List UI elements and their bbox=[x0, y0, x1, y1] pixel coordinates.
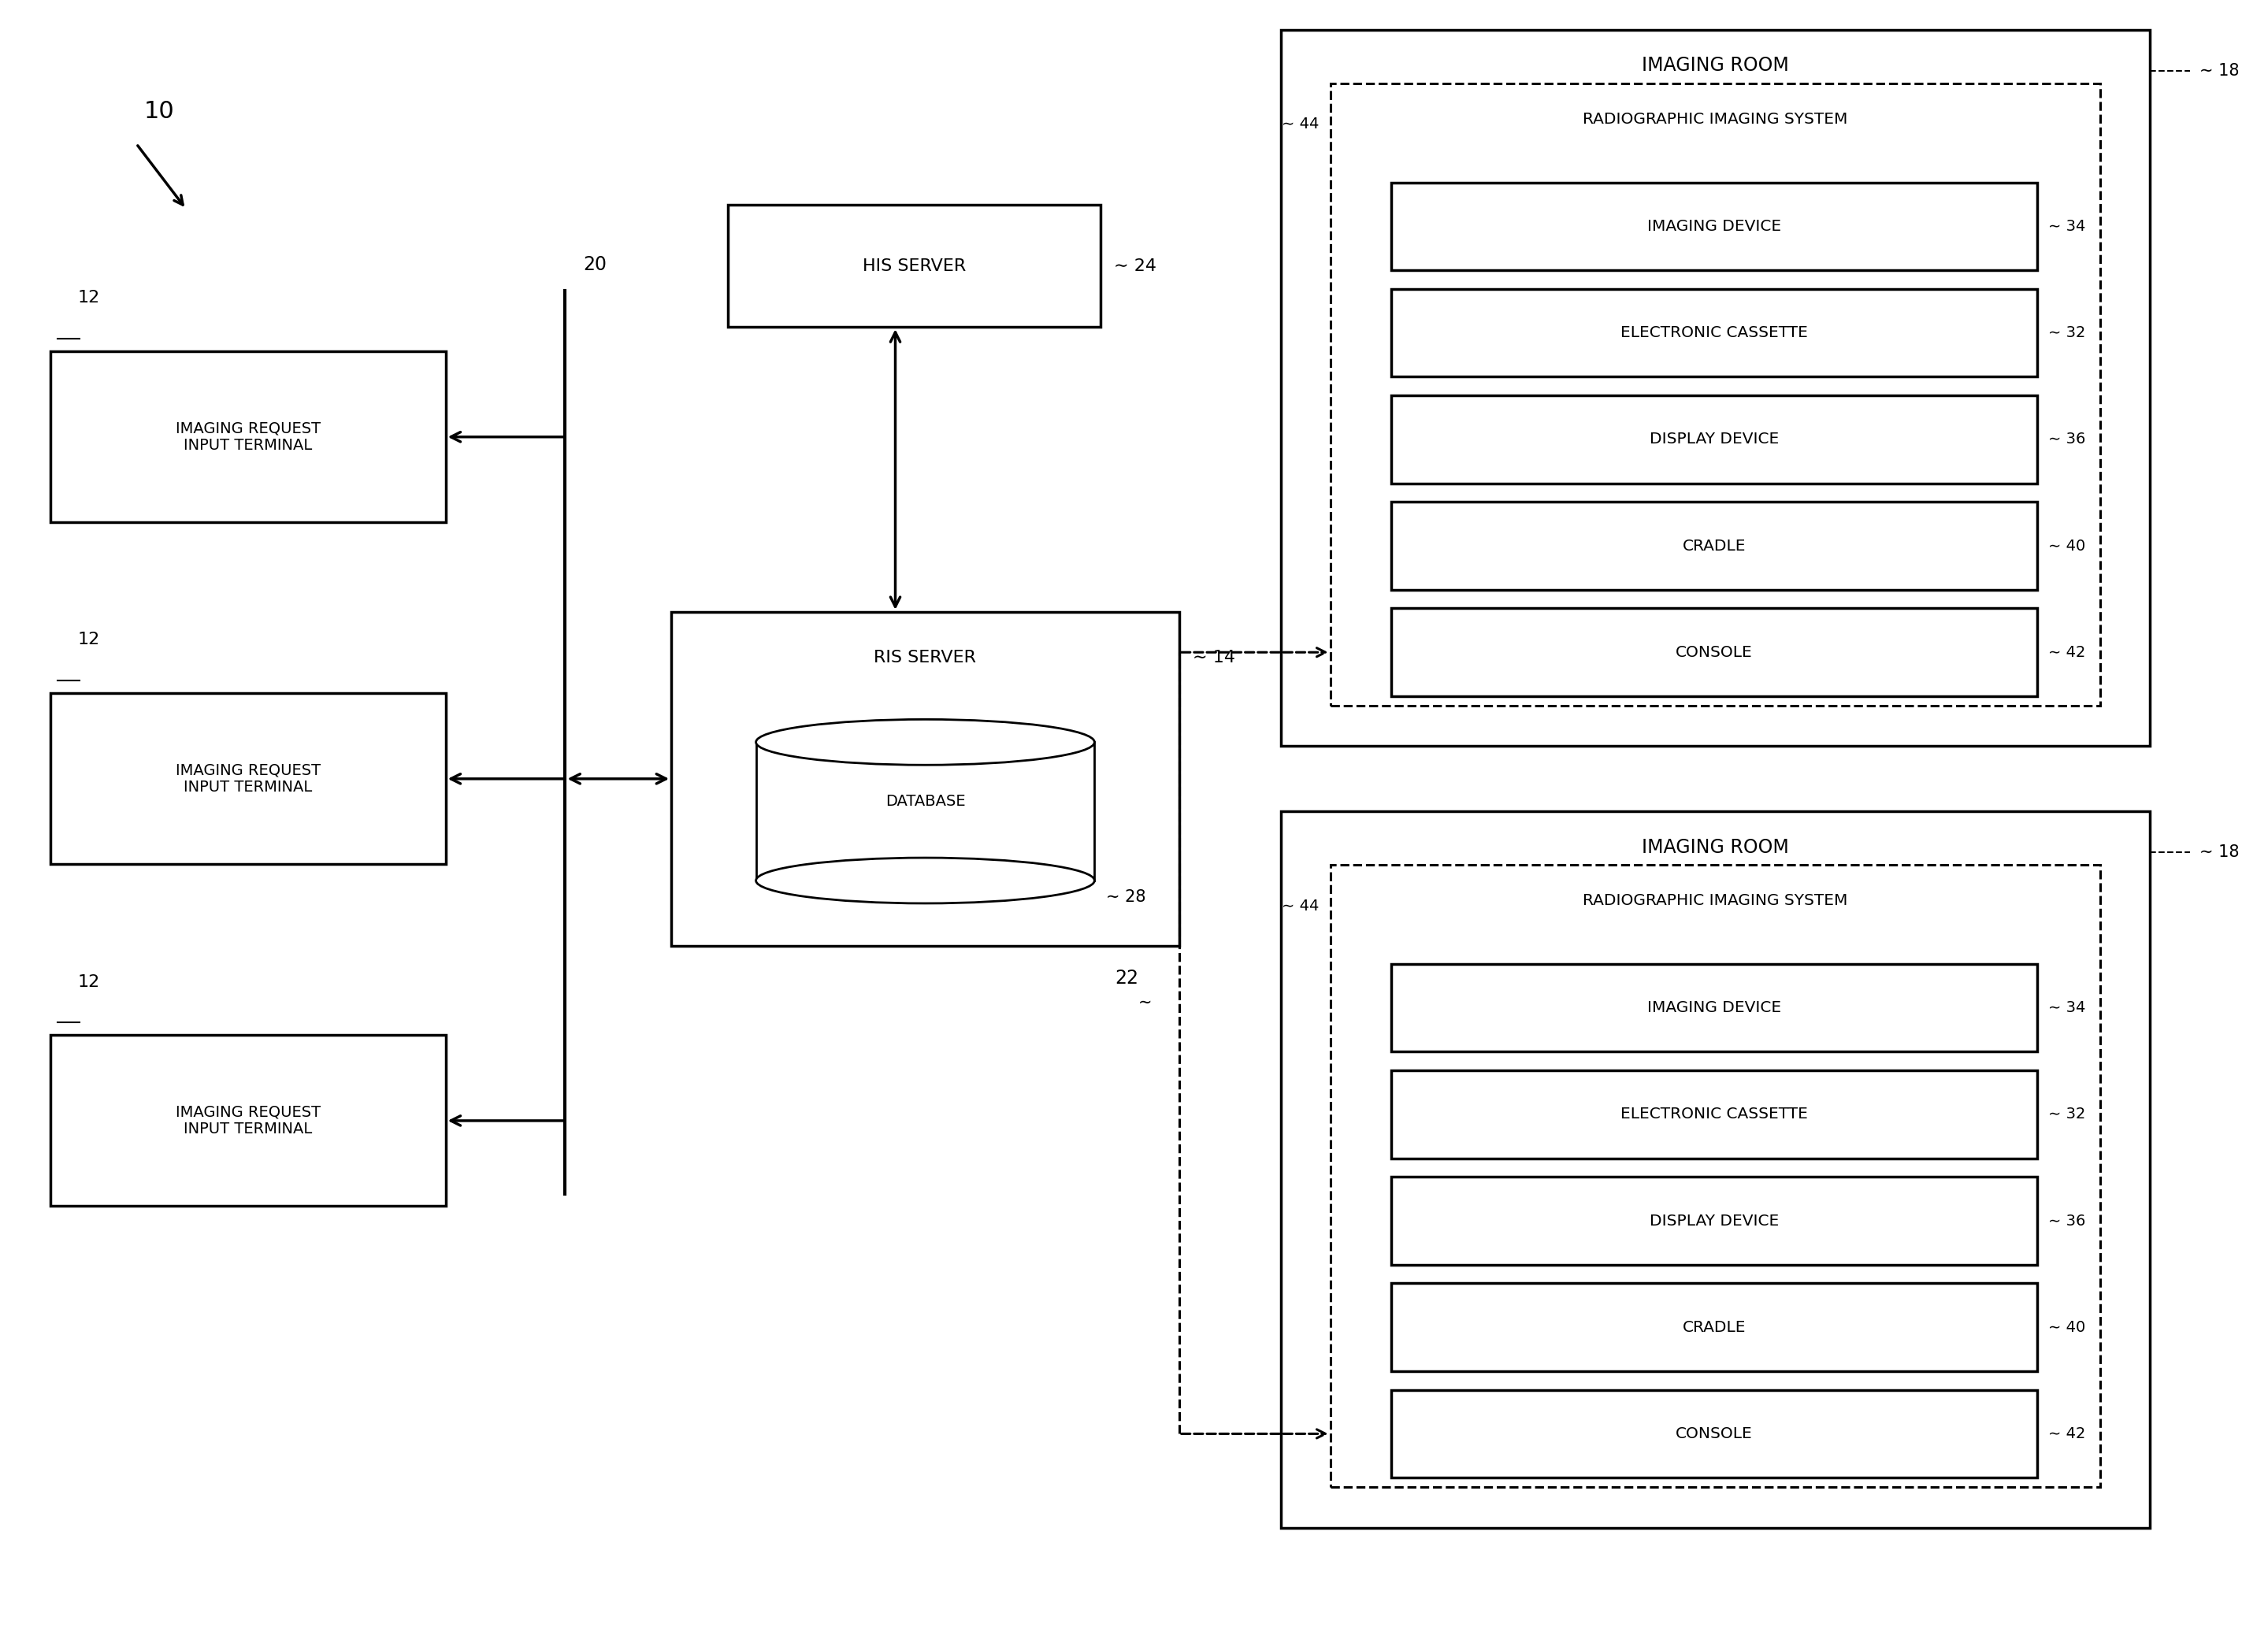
Text: HIS SERVER: HIS SERVER bbox=[862, 257, 966, 274]
Text: CONSOLE: CONSOLE bbox=[1676, 1426, 1753, 1441]
Text: ∼ 32: ∼ 32 bbox=[2048, 326, 2087, 341]
Text: ∼ 42: ∼ 42 bbox=[2048, 644, 2087, 661]
FancyBboxPatch shape bbox=[1390, 608, 2037, 697]
FancyBboxPatch shape bbox=[1390, 502, 2037, 590]
FancyBboxPatch shape bbox=[755, 742, 1095, 880]
Text: ∼ 24: ∼ 24 bbox=[1114, 257, 1157, 274]
Text: DATABASE: DATABASE bbox=[885, 795, 966, 810]
Text: ELECTRONIC CASSETTE: ELECTRONIC CASSETTE bbox=[1619, 326, 1808, 341]
FancyBboxPatch shape bbox=[1281, 811, 2150, 1528]
Text: ∼ 28: ∼ 28 bbox=[1107, 888, 1145, 905]
Text: IMAGING DEVICE: IMAGING DEVICE bbox=[1647, 220, 1780, 234]
Text: ∼ 14: ∼ 14 bbox=[1193, 649, 1236, 665]
FancyBboxPatch shape bbox=[1390, 1177, 2037, 1265]
Text: 12: 12 bbox=[77, 974, 100, 990]
FancyBboxPatch shape bbox=[1390, 1390, 2037, 1478]
Text: ∼ 32: ∼ 32 bbox=[2048, 1106, 2087, 1121]
Text: IMAGING REQUEST
INPUT TERMINAL: IMAGING REQUEST INPUT TERMINAL bbox=[175, 762, 320, 795]
Text: IMAGING ROOM: IMAGING ROOM bbox=[1642, 838, 1789, 857]
Text: ∼ 36: ∼ 36 bbox=[2048, 1213, 2087, 1228]
Text: 12: 12 bbox=[77, 290, 100, 306]
Text: ∼ 36: ∼ 36 bbox=[2048, 431, 2087, 447]
FancyBboxPatch shape bbox=[1281, 30, 2150, 746]
Text: ∼ 44: ∼ 44 bbox=[1281, 898, 1320, 913]
Ellipse shape bbox=[755, 857, 1095, 903]
Text: CONSOLE: CONSOLE bbox=[1676, 644, 1753, 661]
FancyBboxPatch shape bbox=[1390, 395, 2037, 484]
Text: ∼ 34: ∼ 34 bbox=[2048, 220, 2087, 234]
Text: ∼ 44: ∼ 44 bbox=[1281, 116, 1320, 131]
FancyBboxPatch shape bbox=[50, 351, 445, 523]
FancyBboxPatch shape bbox=[728, 205, 1100, 328]
FancyBboxPatch shape bbox=[1390, 1283, 2037, 1372]
Text: ∼ 40: ∼ 40 bbox=[2048, 538, 2084, 554]
Text: 10: 10 bbox=[143, 100, 175, 123]
FancyBboxPatch shape bbox=[1331, 84, 2100, 705]
Text: 22: 22 bbox=[1116, 969, 1139, 987]
Text: RIS SERVER: RIS SERVER bbox=[873, 649, 978, 665]
Text: ∼: ∼ bbox=[1139, 995, 1152, 1010]
Text: IMAGING ROOM: IMAGING ROOM bbox=[1642, 56, 1789, 75]
Text: ∼ 42: ∼ 42 bbox=[2048, 1426, 2087, 1441]
Text: IMAGING DEVICE: IMAGING DEVICE bbox=[1647, 1000, 1780, 1015]
Text: ∼ 18: ∼ 18 bbox=[2200, 844, 2239, 860]
Text: ∼ 18: ∼ 18 bbox=[2200, 62, 2239, 79]
Text: ∼ 34: ∼ 34 bbox=[2048, 1000, 2087, 1015]
Text: DISPLAY DEVICE: DISPLAY DEVICE bbox=[1649, 1213, 1778, 1228]
FancyBboxPatch shape bbox=[50, 693, 445, 864]
Text: CRADLE: CRADLE bbox=[1683, 1319, 1746, 1334]
FancyBboxPatch shape bbox=[1390, 288, 2037, 377]
Text: RADIOGRAPHIC IMAGING SYSTEM: RADIOGRAPHIC IMAGING SYSTEM bbox=[1583, 111, 1848, 126]
Text: ELECTRONIC CASSETTE: ELECTRONIC CASSETTE bbox=[1619, 1106, 1808, 1121]
Text: CRADLE: CRADLE bbox=[1683, 538, 1746, 554]
FancyBboxPatch shape bbox=[1390, 964, 2037, 1052]
Text: 20: 20 bbox=[583, 256, 608, 274]
Text: IMAGING REQUEST
INPUT TERMINAL: IMAGING REQUEST INPUT TERMINAL bbox=[175, 421, 320, 452]
Text: IMAGING REQUEST
INPUT TERMINAL: IMAGING REQUEST INPUT TERMINAL bbox=[175, 1105, 320, 1137]
FancyBboxPatch shape bbox=[1390, 1070, 2037, 1159]
Text: RADIOGRAPHIC IMAGING SYSTEM: RADIOGRAPHIC IMAGING SYSTEM bbox=[1583, 893, 1848, 908]
Text: DISPLAY DEVICE: DISPLAY DEVICE bbox=[1649, 431, 1778, 447]
Text: ∼ 40: ∼ 40 bbox=[2048, 1319, 2084, 1334]
FancyBboxPatch shape bbox=[671, 611, 1179, 946]
Ellipse shape bbox=[755, 720, 1095, 765]
FancyBboxPatch shape bbox=[1331, 865, 2100, 1487]
Text: 12: 12 bbox=[77, 633, 100, 647]
FancyBboxPatch shape bbox=[1390, 182, 2037, 270]
FancyBboxPatch shape bbox=[50, 1036, 445, 1206]
